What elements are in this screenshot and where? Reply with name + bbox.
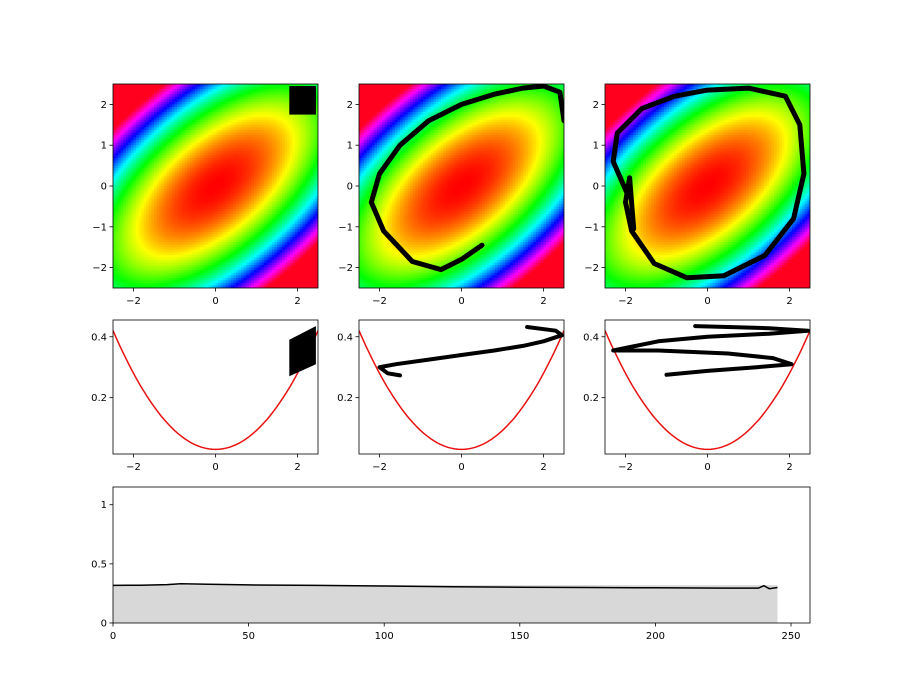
- heatmap-panel-2: −2 0 2 −2 −1 0 1 2: [338, 83, 565, 307]
- line-3-plot-area: [605, 324, 810, 451]
- heatmap-3-xtick-label: −2: [618, 296, 633, 307]
- line-2-sample-trace: [377, 325, 564, 378]
- heatmap-1-xtick-label: 0: [212, 296, 218, 307]
- heatmap-2-ytick-label: −1: [338, 222, 353, 233]
- area-1-xtick-label: 200: [646, 631, 665, 642]
- area-1-plot-area: [113, 582, 778, 623]
- line-2-frame: [358, 319, 565, 455]
- line-1-xtick-label: 0: [212, 462, 218, 473]
- heatmap-2-xtick-label: −2: [372, 296, 387, 307]
- heatmap-1-sample-square: [289, 86, 316, 115]
- line-3-sample-trace: [611, 324, 810, 377]
- line-3-xtick-label: −2: [618, 462, 633, 473]
- line-2-ytick-label: 0.2: [337, 393, 353, 404]
- area-1-xtick-label: 150: [510, 631, 529, 642]
- heatmap-2-ytick-label: 0: [347, 182, 353, 193]
- line-2-xtick-label: 0: [458, 462, 464, 473]
- heatmap-3-ytick-label: 0: [593, 182, 599, 193]
- area-1-ytick-label: 0.5: [91, 559, 107, 570]
- heatmap-1-ytick-label: 2: [101, 100, 107, 111]
- scatter-panel-1: −2 0 2 0.2 0.4: [91, 319, 319, 473]
- heatmap-3-ytick-label: 2: [593, 100, 599, 111]
- area-1-xtick-label: 100: [375, 631, 394, 642]
- heatmap-2-plot-area: [359, 84, 564, 288]
- area-1-ytick-label: 0: [101, 619, 107, 630]
- line-1-xtick-label: −2: [126, 462, 141, 473]
- area-1-xtick-label: 250: [781, 631, 800, 642]
- heatmap-3-ytick-label: −2: [584, 263, 599, 274]
- line-2-ytick-label: 0.4: [337, 332, 353, 343]
- heatmap-1-ytick-label: 0: [101, 182, 107, 193]
- heatmap-1-ytick-label: −2: [92, 263, 107, 274]
- line-3-xtick-label: 2: [786, 462, 792, 473]
- line-3-ytick-label: 0.2: [583, 393, 599, 404]
- line-1-xtick-label: 2: [294, 462, 300, 473]
- area-1-xtick-label: 0: [110, 631, 116, 642]
- area-1-frame: [112, 486, 811, 624]
- scatter-panel-2: −2 0 2 0.2 0.4: [337, 319, 565, 473]
- line-2-reference-curve: [359, 330, 564, 451]
- heatmap-1-xtick-label: 2: [294, 296, 300, 307]
- heatmap-2-xtick-label: 0: [458, 296, 464, 307]
- area-1-area-fill: [113, 585, 778, 623]
- area-1-xtick-label: 50: [242, 631, 255, 642]
- heatmap-3-plot-area: [605, 84, 810, 288]
- heatmap-2-xtick-label: 2: [540, 296, 546, 307]
- line-1-reference-curve: [113, 330, 318, 451]
- line-3-reference-curve: [605, 330, 810, 451]
- scatter-panel-3: −2 0 2 0.2 0.4: [583, 319, 811, 473]
- heatmap-3-trajectory: [610, 85, 807, 281]
- line-3-xtick-label: 0: [704, 462, 710, 473]
- heatmap-1-ytick-label: 1: [101, 141, 107, 152]
- heatmap-3-xtick-label: 2: [786, 296, 792, 307]
- line-1-ytick-label: 0.4: [91, 332, 107, 343]
- line-3-ytick-label: 0.4: [583, 332, 599, 343]
- heatmap-3-xtick-label: 0: [704, 296, 710, 307]
- area-1-line: [113, 582, 778, 590]
- heatmap-2-ytick-label: 1: [347, 141, 353, 152]
- heatmap-panel-1: −2 0 2 −2 −1 0 1 2: [92, 83, 319, 307]
- heatmap-panel-3: −2 0 2 −2 −1 0 1 2: [584, 83, 811, 307]
- heatmap-1-heatmap-cells: [113, 84, 318, 288]
- heatmap-1-xtick-label: −2: [126, 296, 141, 307]
- line-3-frame: [604, 319, 811, 455]
- area-1-ytick-label: 1: [101, 500, 107, 511]
- heatmap-3-ytick-label: 1: [593, 141, 599, 152]
- heatmap-2-ytick-label: −2: [338, 263, 353, 274]
- line-1-sample-cloud: [289, 326, 316, 377]
- line-1-plot-area: [113, 326, 318, 451]
- heatmap-2-trajectory: [368, 84, 564, 273]
- heatmap-2-ytick-label: 2: [347, 100, 353, 111]
- line-2-xtick-label: 2: [540, 462, 546, 473]
- area-panel: 0 50 100 150 200 250 0 0.5 1: [91, 486, 811, 642]
- heatmap-3-ytick-label: −1: [584, 222, 599, 233]
- heatmap-1-plot-area: [113, 84, 318, 288]
- line-1-ytick-label: 0.2: [91, 393, 107, 404]
- line-2-plot-area: [359, 325, 564, 451]
- line-2-xtick-label: −2: [372, 462, 387, 473]
- line-1-frame: [112, 319, 319, 455]
- heatmap-1-ytick-label: −1: [92, 222, 107, 233]
